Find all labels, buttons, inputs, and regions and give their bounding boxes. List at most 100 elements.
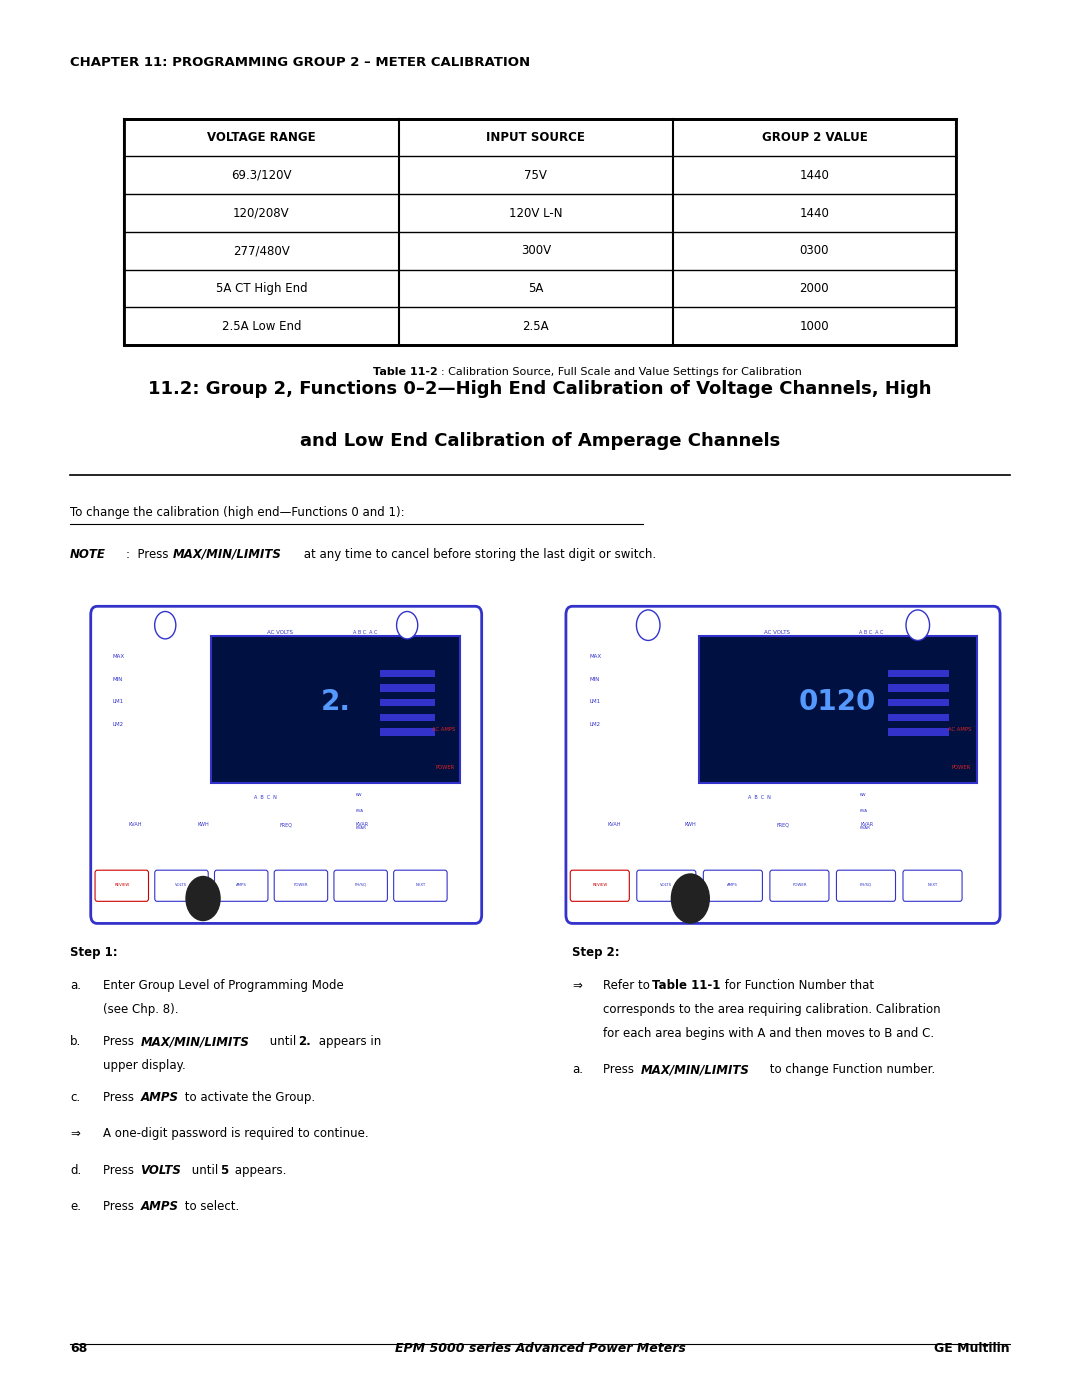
Text: Press: Press [103,1091,137,1104]
Text: 2000: 2000 [799,282,829,295]
Text: EPM 5000 series Advanced Power Meters: EPM 5000 series Advanced Power Meters [394,1343,686,1355]
Text: c.: c. [70,1091,80,1104]
Text: MAX/MIN/LIMITS: MAX/MIN/LIMITS [140,1035,249,1048]
FancyBboxPatch shape [334,870,388,901]
Text: e.: e. [70,1200,81,1213]
FancyBboxPatch shape [903,870,962,901]
Text: KVAH: KVAH [129,823,141,827]
Text: A B C  A C: A B C A C [859,630,883,634]
Circle shape [906,610,930,640]
Text: 0120: 0120 [799,687,877,715]
Text: a.: a. [70,979,81,992]
Text: KVAR: KVAR [861,823,874,827]
Text: 5A CT High End: 5A CT High End [216,282,307,295]
FancyBboxPatch shape [637,870,696,901]
Text: AMPS: AMPS [728,883,739,887]
FancyBboxPatch shape [393,870,447,901]
Text: KVAR: KVAR [860,826,870,830]
Text: 11.2: Group 2, Functions 0–2—High End Calibration of Voltage Channels, High: 11.2: Group 2, Functions 0–2—High End Ca… [148,380,932,398]
Text: to change Function number.: to change Function number. [766,1063,935,1076]
Text: 120/208V: 120/208V [233,207,289,219]
Bar [888,714,949,721]
Text: a.: a. [572,1063,583,1076]
Text: AC VOLTS: AC VOLTS [268,630,294,634]
FancyBboxPatch shape [570,870,630,901]
Bar [380,714,435,721]
Text: KWH: KWH [198,823,208,827]
Text: NEXT: NEXT [928,883,937,887]
Text: LM2: LM2 [590,722,600,726]
Bar [699,636,976,782]
Text: REVIEW: REVIEW [114,883,130,887]
Text: LM1: LM1 [112,700,123,704]
Text: (see Chp. 8).: (see Chp. 8). [103,1003,178,1016]
Text: Press: Press [103,1164,137,1176]
Text: MAX/MIN/LIMITS: MAX/MIN/LIMITS [173,548,282,560]
Text: AMPS: AMPS [140,1091,178,1104]
Text: 120V L-N: 120V L-N [509,207,563,219]
Text: FREQ: FREQ [777,823,789,827]
FancyBboxPatch shape [836,870,895,901]
Text: NEXT: NEXT [416,883,426,887]
Text: GROUP 2 VALUE: GROUP 2 VALUE [761,131,867,144]
Text: to select.: to select. [181,1200,240,1213]
Text: 1000: 1000 [799,320,829,332]
Text: Enter Group Level of Programming Mode: Enter Group Level of Programming Mode [103,979,343,992]
Text: LM1: LM1 [590,700,600,704]
Circle shape [186,876,220,921]
Text: Table 11-2: Table 11-2 [373,367,437,377]
Text: To change the calibration (high end—Functions 0 and 1):: To change the calibration (high end—Func… [70,506,405,518]
Bar [380,728,435,736]
Bar [888,685,949,692]
Text: Table 11-1: Table 11-1 [652,979,720,992]
Text: : Calibration Source, Full Scale and Value Settings for Calibration: : Calibration Source, Full Scale and Val… [441,367,801,377]
Text: VOLTAGE RANGE: VOLTAGE RANGE [207,131,315,144]
Text: NOTE: NOTE [70,548,106,560]
Text: KVAR: KVAR [355,826,366,830]
Bar [888,728,949,736]
Text: KVA: KVA [860,809,868,813]
Bar [380,669,435,678]
Text: POWER: POWER [792,883,807,887]
Text: ⇒: ⇒ [70,1127,80,1140]
FancyBboxPatch shape [770,870,829,901]
Text: Step 1:: Step 1: [70,946,118,958]
Text: VOLTS: VOLTS [140,1164,181,1176]
Text: KVAR: KVAR [355,823,368,827]
Text: 5A: 5A [528,282,543,295]
Text: 2.5A: 2.5A [523,320,549,332]
Text: POWER: POWER [436,766,455,770]
Text: A B C  A C: A B C A C [353,630,378,634]
Text: POWER: POWER [294,883,308,887]
Text: LM2: LM2 [112,722,123,726]
Text: KW: KW [355,793,362,796]
FancyBboxPatch shape [91,606,482,923]
Text: 75V: 75V [525,169,548,182]
Text: 69.3/120V: 69.3/120V [231,169,292,182]
Text: 300V: 300V [521,244,551,257]
Text: MIN: MIN [112,676,123,682]
Text: d.: d. [70,1164,81,1176]
Text: until: until [266,1035,299,1048]
Text: AC VOLTS: AC VOLTS [764,630,789,634]
Text: Refer to: Refer to [603,979,653,992]
Text: MAX: MAX [590,654,602,659]
Text: MIN: MIN [590,676,599,682]
Text: ⇒: ⇒ [572,979,582,992]
Text: 1440: 1440 [799,169,829,182]
Circle shape [636,610,660,640]
Text: 2.: 2. [298,1035,311,1048]
Text: MAX: MAX [112,654,124,659]
Text: PH/SQ: PH/SQ [354,883,367,887]
Text: 1440: 1440 [799,207,829,219]
Text: KVA: KVA [355,809,364,813]
Text: PH/SQ: PH/SQ [860,883,872,887]
Text: to activate the Group.: to activate the Group. [181,1091,315,1104]
Text: Press: Press [103,1035,137,1048]
Text: A  B  C  N: A B C N [254,795,276,800]
Text: A one-digit password is required to continue.: A one-digit password is required to cont… [103,1127,368,1140]
Text: upper display.: upper display. [103,1059,186,1071]
Text: Step 2:: Step 2: [572,946,620,958]
Text: b.: b. [70,1035,81,1048]
Text: AMPS: AMPS [235,883,246,887]
